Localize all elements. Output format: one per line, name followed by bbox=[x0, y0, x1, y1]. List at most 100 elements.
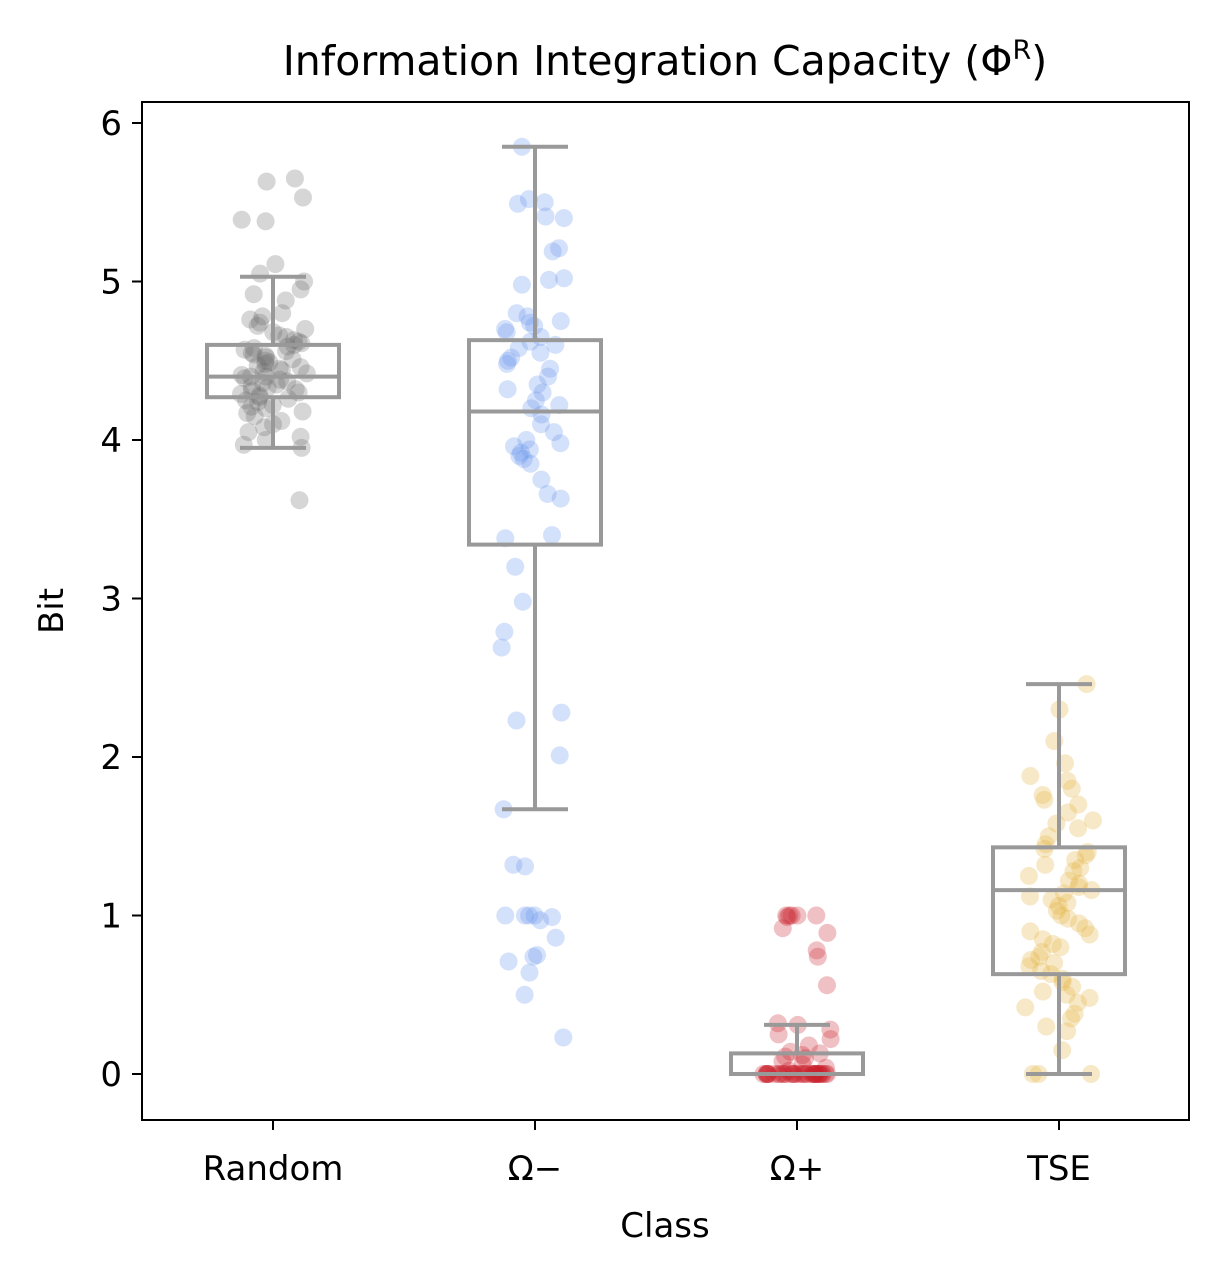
data-point bbox=[528, 946, 546, 965]
data-point bbox=[251, 264, 270, 283]
y-tick-label: 0 bbox=[100, 1055, 122, 1095]
data-point bbox=[256, 212, 275, 231]
data-point bbox=[256, 431, 275, 449]
data-point bbox=[1037, 1017, 1056, 1036]
data-point bbox=[517, 431, 536, 449]
data-point bbox=[497, 323, 516, 342]
data-point bbox=[788, 906, 807, 925]
data-point bbox=[248, 356, 267, 375]
data-point bbox=[242, 377, 261, 396]
data-point bbox=[496, 320, 515, 338]
data-point bbox=[1035, 790, 1054, 809]
data-point bbox=[1069, 795, 1088, 814]
x-tick-label: Ω+ bbox=[770, 1149, 824, 1189]
data-point bbox=[531, 911, 550, 930]
box-iqr bbox=[205, 342, 341, 400]
data-point bbox=[245, 407, 264, 426]
data-point bbox=[509, 339, 528, 358]
data-point bbox=[495, 622, 514, 641]
data-point bbox=[285, 169, 304, 188]
data-point bbox=[1021, 767, 1040, 785]
data-point bbox=[544, 423, 563, 442]
data-point bbox=[1022, 950, 1040, 969]
data-point bbox=[512, 275, 531, 294]
data-point bbox=[283, 350, 302, 369]
data-point bbox=[273, 304, 292, 323]
data-point bbox=[293, 402, 312, 421]
data-point bbox=[543, 242, 562, 261]
data-point bbox=[1063, 977, 1082, 996]
data-point bbox=[505, 437, 523, 456]
data-point bbox=[510, 446, 529, 465]
data-point bbox=[818, 976, 836, 995]
data-point bbox=[550, 746, 569, 765]
x-axis-label: Class bbox=[620, 1206, 709, 1246]
x-tick-label: Ω− bbox=[508, 1149, 562, 1189]
data-point bbox=[1033, 930, 1052, 949]
data-point bbox=[521, 454, 540, 473]
data-point bbox=[499, 351, 517, 370]
data-point bbox=[492, 638, 511, 657]
data-point bbox=[1069, 819, 1088, 838]
data-point bbox=[539, 367, 557, 386]
data-point bbox=[1062, 779, 1081, 798]
data-point bbox=[1051, 938, 1070, 957]
data-point bbox=[1080, 988, 1099, 1007]
data-point bbox=[277, 328, 296, 346]
data-point bbox=[808, 947, 827, 966]
data-point bbox=[543, 526, 561, 545]
data-point bbox=[1065, 1004, 1084, 1023]
data-point bbox=[773, 1052, 792, 1071]
data-point bbox=[256, 354, 275, 373]
data-point bbox=[1045, 954, 1064, 972]
data-point bbox=[1066, 851, 1085, 869]
data-point bbox=[555, 269, 573, 288]
data-point bbox=[291, 280, 310, 299]
data-point bbox=[554, 209, 573, 228]
data-point bbox=[1033, 943, 1051, 961]
data-point bbox=[1020, 957, 1039, 976]
data-point bbox=[1033, 786, 1052, 804]
data-point bbox=[498, 354, 516, 373]
data-point bbox=[528, 375, 547, 394]
data-point bbox=[1058, 1022, 1077, 1041]
data-point bbox=[241, 310, 260, 329]
data-point bbox=[253, 307, 272, 326]
data-point bbox=[793, 1055, 812, 1074]
data-point bbox=[551, 312, 570, 331]
data-point bbox=[504, 855, 523, 874]
data-point bbox=[533, 383, 552, 402]
data-point bbox=[525, 906, 544, 925]
data-point bbox=[543, 908, 561, 927]
title-superscript: R bbox=[1013, 35, 1032, 66]
data-point bbox=[536, 207, 555, 226]
data-point bbox=[551, 434, 570, 453]
data-point bbox=[780, 906, 799, 925]
data-point bbox=[250, 313, 269, 332]
data-point bbox=[1019, 866, 1038, 885]
data-point bbox=[1057, 985, 1076, 1004]
data-point bbox=[807, 941, 826, 960]
data-point bbox=[507, 304, 526, 323]
data-point bbox=[1076, 919, 1095, 938]
data-point bbox=[520, 963, 539, 982]
data-point bbox=[507, 711, 526, 730]
y-tick-label: 1 bbox=[100, 897, 122, 937]
data-point bbox=[1062, 1009, 1080, 1028]
data-point bbox=[496, 906, 515, 925]
data-point bbox=[532, 470, 551, 489]
data-point bbox=[520, 906, 539, 925]
data-point bbox=[1059, 909, 1078, 928]
data-point bbox=[1043, 935, 1062, 953]
data-point bbox=[1021, 922, 1040, 941]
data-point bbox=[807, 906, 826, 925]
data-point bbox=[1033, 982, 1052, 1001]
data-point bbox=[540, 270, 558, 289]
data-point bbox=[1047, 901, 1066, 920]
data-point bbox=[499, 952, 518, 971]
data-point bbox=[1068, 993, 1087, 1012]
data-point bbox=[232, 210, 251, 229]
box-iqr bbox=[467, 338, 603, 547]
data-point bbox=[508, 194, 527, 213]
